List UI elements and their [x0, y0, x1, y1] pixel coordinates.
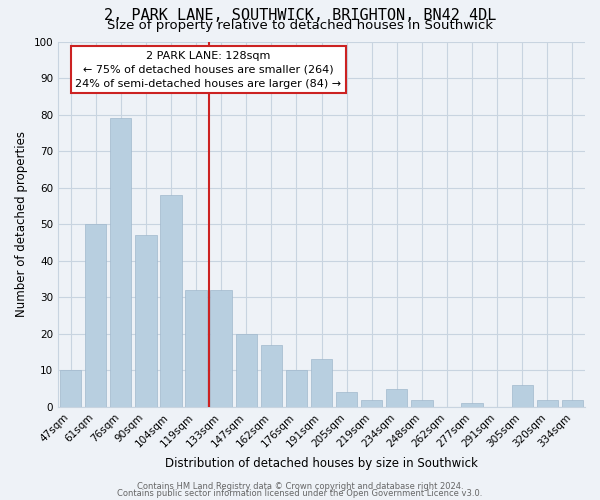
- Text: Contains public sector information licensed under the Open Government Licence v3: Contains public sector information licen…: [118, 489, 482, 498]
- Bar: [311, 360, 332, 407]
- Text: Contains HM Land Registry data © Crown copyright and database right 2024.: Contains HM Land Registry data © Crown c…: [137, 482, 463, 491]
- Y-axis label: Number of detached properties: Number of detached properties: [15, 131, 28, 317]
- Text: 2, PARK LANE, SOUTHWICK, BRIGHTON, BN42 4DL: 2, PARK LANE, SOUTHWICK, BRIGHTON, BN42 …: [104, 8, 496, 22]
- Bar: [160, 195, 182, 407]
- Bar: [286, 370, 307, 407]
- Bar: [236, 334, 257, 407]
- Bar: [135, 235, 157, 407]
- Bar: [185, 290, 207, 407]
- Bar: [260, 345, 282, 407]
- Bar: [512, 385, 533, 407]
- Bar: [411, 400, 433, 407]
- Bar: [361, 400, 382, 407]
- Text: 2 PARK LANE: 128sqm
← 75% of detached houses are smaller (264)
24% of semi-detac: 2 PARK LANE: 128sqm ← 75% of detached ho…: [75, 50, 341, 88]
- Bar: [85, 224, 106, 407]
- Bar: [60, 370, 81, 407]
- Bar: [211, 290, 232, 407]
- Bar: [336, 392, 357, 407]
- X-axis label: Distribution of detached houses by size in Southwick: Distribution of detached houses by size …: [165, 457, 478, 470]
- Text: Size of property relative to detached houses in Southwick: Size of property relative to detached ho…: [107, 19, 493, 32]
- Bar: [461, 404, 483, 407]
- Bar: [110, 118, 131, 407]
- Bar: [386, 388, 407, 407]
- Bar: [562, 400, 583, 407]
- Bar: [536, 400, 558, 407]
